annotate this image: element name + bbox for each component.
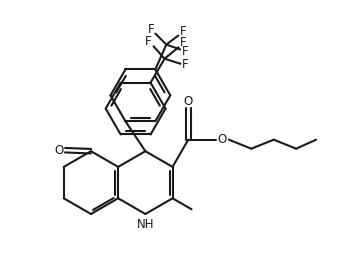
Text: F: F <box>180 25 187 38</box>
Text: F: F <box>145 35 152 48</box>
Text: O: O <box>54 144 63 157</box>
Text: F: F <box>180 36 187 49</box>
Text: F: F <box>182 58 189 71</box>
Text: O: O <box>184 95 193 108</box>
Text: F: F <box>148 23 155 36</box>
Text: F: F <box>182 45 188 58</box>
Text: NH: NH <box>137 219 154 231</box>
Text: O: O <box>218 133 227 146</box>
